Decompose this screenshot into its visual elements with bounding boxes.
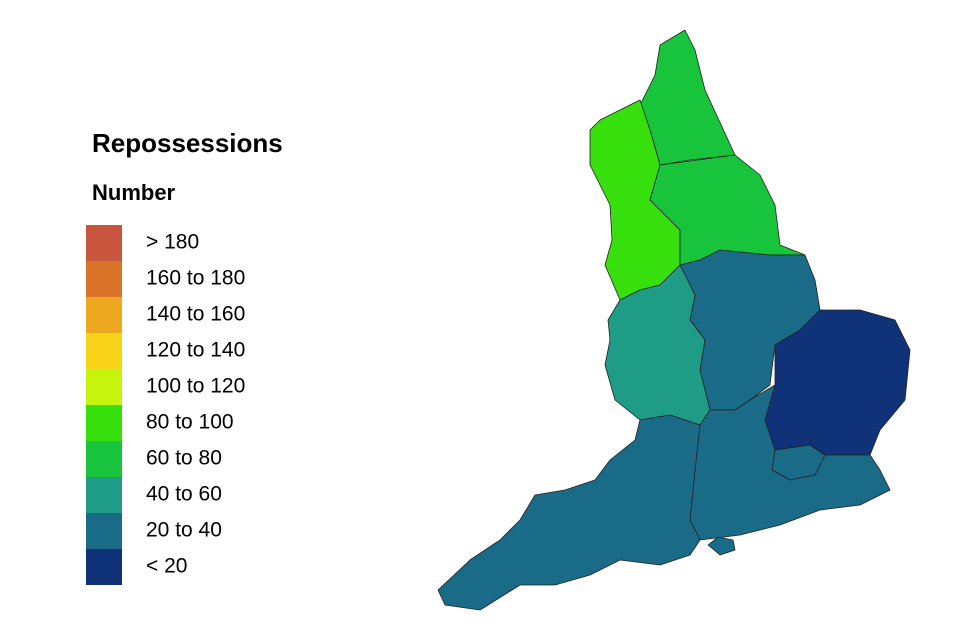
legend-label: 80 to 100	[146, 411, 234, 434]
legend-label: < 20	[146, 555, 187, 578]
legend-label: 60 to 80	[146, 447, 222, 470]
legend-label: 140 to 160	[146, 303, 245, 326]
legend-swatch	[86, 225, 122, 261]
legend-swatch	[86, 369, 122, 405]
legend: > 180 160 to 180 140 to 160 120 to 140 100 t…	[86, 225, 245, 585]
region	[639, 29, 736, 166]
legend-label: 40 to 60	[146, 483, 222, 506]
legend-subtitle: Number	[92, 180, 176, 205]
legend-swatch	[86, 549, 122, 585]
legend-swatch	[86, 261, 122, 297]
region	[707, 536, 736, 556]
legend-label: 20 to 40	[146, 519, 222, 542]
legend-swatch	[86, 297, 122, 333]
legend-swatch	[86, 333, 122, 369]
legend-swatch	[86, 441, 122, 477]
regions	[437, 29, 911, 611]
region	[437, 414, 701, 611]
legend-title: Repossessions	[92, 128, 283, 158]
legend-swatch	[86, 477, 122, 513]
legend-label: > 180	[146, 231, 199, 254]
legend-label: 120 to 140	[146, 339, 245, 362]
legend-label: 160 to 180	[146, 267, 245, 290]
legend-swatch	[86, 513, 122, 549]
legend-swatch	[86, 405, 122, 441]
legend-label: 100 to 120	[146, 375, 245, 398]
